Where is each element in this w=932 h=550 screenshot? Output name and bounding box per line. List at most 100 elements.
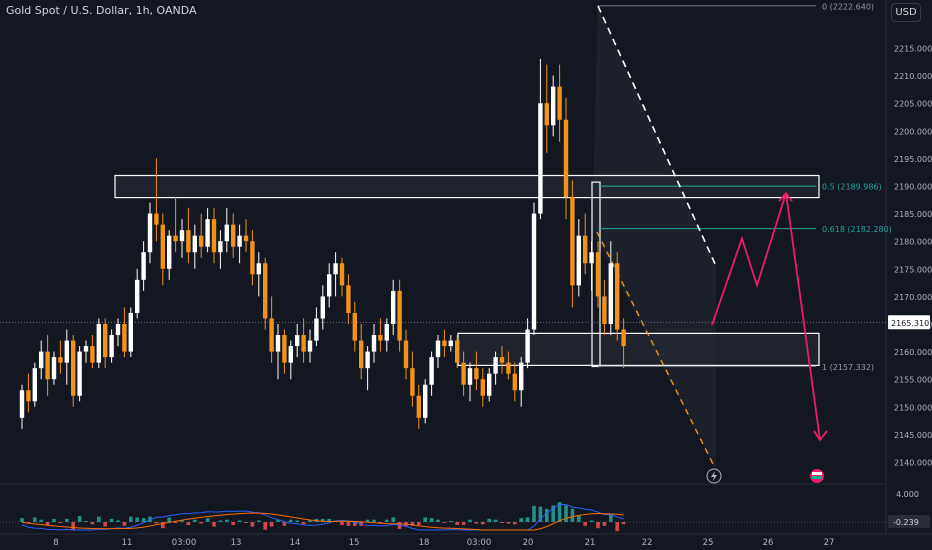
candle-body xyxy=(109,335,114,358)
macd-histogram-bar xyxy=(442,522,447,523)
macd-histogram-bar xyxy=(455,522,459,526)
macd-histogram-bar xyxy=(346,522,351,526)
candle-body xyxy=(570,197,575,286)
macd-histogram-bar xyxy=(167,517,171,522)
candle-body xyxy=(256,263,261,275)
current-price-badge xyxy=(888,315,930,330)
candle-body xyxy=(506,362,511,374)
macd-value-label: -0.239 xyxy=(893,518,919,527)
candle-body xyxy=(602,296,607,324)
macd-histogram-bar xyxy=(461,522,466,526)
candle-body xyxy=(186,230,191,253)
macd-histogram-bar xyxy=(199,522,203,524)
macd-histogram-bar xyxy=(513,522,517,525)
macd-histogram-bar xyxy=(205,518,210,522)
candle-body xyxy=(39,351,44,369)
price-tick-label: 2170.000 xyxy=(894,293,932,302)
candle-body xyxy=(621,329,626,347)
candle-body xyxy=(416,395,421,418)
macd-histogram-bar xyxy=(353,522,357,526)
time-tick-label: 20 xyxy=(523,538,534,548)
candle-body xyxy=(301,335,306,352)
candle-body xyxy=(128,312,133,352)
macd-value-badge xyxy=(888,515,930,528)
candle-body xyxy=(442,340,447,347)
time-tick-label: 14 xyxy=(290,538,301,548)
macd-histogram-bar xyxy=(525,517,530,522)
candle-body xyxy=(314,318,319,341)
projection-arrow-down xyxy=(813,430,828,442)
macd-histogram-bar xyxy=(378,522,383,523)
macd-histogram-bar xyxy=(250,522,255,527)
candle-body xyxy=(173,235,178,242)
time-tick-label: 13 xyxy=(231,538,242,548)
candle-body xyxy=(64,340,69,363)
candle-body xyxy=(90,346,95,363)
macd-histogram-bar xyxy=(481,522,485,525)
price-tick-label: 2185.000 xyxy=(894,210,932,219)
candle-body xyxy=(122,324,127,352)
macd-histogram-bar xyxy=(519,518,523,522)
macd-histogram-bar xyxy=(615,522,619,532)
macd-histogram-bar xyxy=(33,517,37,522)
candle-body xyxy=(423,384,428,418)
price-tick-label: 2190.000 xyxy=(894,183,932,192)
candle-body xyxy=(327,274,332,297)
macd-histogram-bar xyxy=(20,518,24,522)
candle-body xyxy=(371,335,377,352)
candle-body xyxy=(179,230,185,242)
candle-body xyxy=(474,368,479,380)
flag-icon-stripe xyxy=(812,472,822,475)
candle-body xyxy=(435,340,441,358)
candle-body xyxy=(243,235,249,242)
macd-histogram-bar xyxy=(321,518,325,522)
candle-body xyxy=(154,213,159,225)
candle-body xyxy=(448,340,453,347)
price-tick-label: 2200.000 xyxy=(894,127,932,136)
candle-body xyxy=(583,235,588,264)
candle-body xyxy=(320,296,325,319)
price-tick-label: 2160.000 xyxy=(894,348,932,357)
macd-histogram-bar xyxy=(263,522,267,530)
macd-histogram-bar xyxy=(340,522,344,526)
candle-body xyxy=(563,119,569,198)
macd-histogram-bar xyxy=(609,513,613,522)
macd-histogram-bar xyxy=(551,505,555,522)
candle-body xyxy=(480,379,485,396)
macd-histogram-bar xyxy=(372,519,376,522)
macd-histogram-bar xyxy=(545,508,549,522)
support-zone xyxy=(457,332,820,367)
macd-histogram-bar xyxy=(410,522,415,526)
time-tick-label: 03:00 xyxy=(467,538,492,548)
candle-body xyxy=(115,324,121,336)
resistance-zone xyxy=(114,174,820,199)
candle-body xyxy=(96,324,101,363)
candle-body xyxy=(250,241,255,275)
candle-body xyxy=(538,103,543,214)
macd-histogram-bar xyxy=(602,522,607,526)
candle-body xyxy=(199,235,204,247)
candle-body xyxy=(384,324,389,341)
fib-level-label: 0.618 (2182.280) xyxy=(822,225,892,234)
candle-body xyxy=(531,213,537,330)
time-tick-label: 21 xyxy=(585,538,596,548)
currency-button[interactable]: USD xyxy=(891,3,921,22)
candle-body xyxy=(525,329,530,363)
macd-histogram-bar xyxy=(193,519,197,522)
candle-body xyxy=(141,252,146,280)
macd-histogram-bar xyxy=(564,505,568,522)
time-tick-label: 25 xyxy=(703,538,714,548)
macd-histogram-bar xyxy=(429,518,434,522)
macd-histogram-bar xyxy=(257,520,261,522)
candle-body xyxy=(307,340,313,352)
price-tick-label: 2175.000 xyxy=(894,265,932,274)
candle-body xyxy=(378,335,383,341)
candle-body xyxy=(205,219,210,247)
macd-histogram-bar xyxy=(84,521,88,522)
candle-body xyxy=(339,263,345,286)
candle-body xyxy=(160,224,165,269)
candle-body xyxy=(397,290,402,341)
price-tick-label: 2145.000 xyxy=(894,431,932,440)
